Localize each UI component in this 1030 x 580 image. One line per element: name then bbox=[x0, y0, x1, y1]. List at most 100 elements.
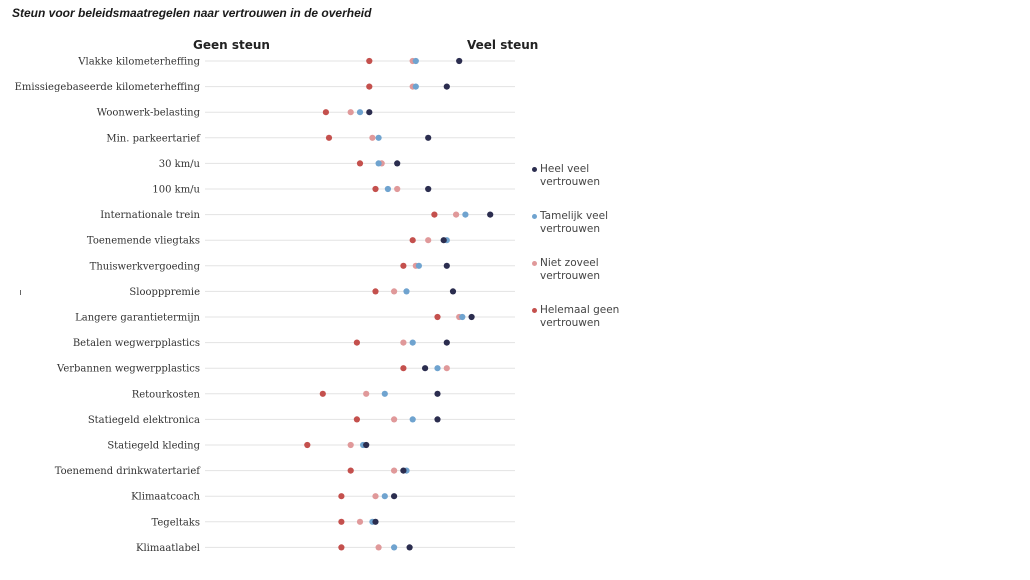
point-niet-zoveel-vertrouwen-betalen-wegwerpplastics bbox=[400, 339, 407, 346]
category-label-betalen-wegwerpplastics: Betalen wegwerpplastics bbox=[73, 338, 200, 349]
point-helemaal-geen-vertrouwen-internationale-trein bbox=[431, 211, 438, 218]
category-label-vlakke-kilometerheffing: Vlakke kilometerheffing bbox=[77, 57, 200, 68]
point-niet-zoveel-vertrouwen-klimaatlabel bbox=[375, 544, 382, 551]
category-label-30-km-u: 30 km/u bbox=[159, 159, 201, 170]
point-niet-zoveel-vertrouwen-klimaatcoach bbox=[372, 493, 379, 500]
point-helemaal-geen-vertrouwen-vlakke-kilometerheffing bbox=[366, 57, 373, 65]
category-label-klimaatcoach: Klimaatcoach bbox=[131, 492, 200, 503]
point-niet-zoveel-vertrouwen-statiegeld-elektronica bbox=[391, 416, 398, 423]
point-heel-veel-vertrouwen-toenemend-drinkwatertarief bbox=[400, 467, 407, 474]
category-label-internationale-trein: Internationale trein bbox=[100, 210, 200, 221]
axis-label-geen-steun: Geen steun bbox=[193, 38, 270, 52]
point-niet-zoveel-vertrouwen-sloopppremie bbox=[391, 288, 398, 295]
point-tamelijk-veel-vertrouwen-internationale-trein bbox=[462, 211, 469, 218]
point-heel-veel-vertrouwen-100-km-u bbox=[425, 185, 432, 193]
point-tamelijk-veel-vertrouwen-vlakke-kilometerheffing bbox=[412, 57, 419, 65]
point-niet-zoveel-vertrouwen-min-parkeertarief bbox=[369, 134, 376, 141]
stray-tick-mark bbox=[20, 290, 21, 295]
point-niet-zoveel-vertrouwen-tegeltaks bbox=[356, 518, 364, 525]
point-niet-zoveel-vertrouwen-100-km-u bbox=[394, 185, 401, 193]
point-heel-veel-vertrouwen-emissiegebaseerde-kilometerheffing bbox=[443, 83, 450, 90]
point-helemaal-geen-vertrouwen-woonwerk-belasting bbox=[322, 109, 329, 116]
legend-label: Niet zoveel vertrouwen bbox=[540, 257, 600, 282]
point-heel-veel-vertrouwen-retourkosten bbox=[434, 390, 441, 397]
point-helemaal-geen-vertrouwen-min-parkeertarief bbox=[325, 134, 333, 141]
point-heel-veel-vertrouwen-internationale-trein bbox=[487, 211, 494, 218]
category-label-100-km-u: 100 km/u bbox=[152, 185, 200, 196]
point-tamelijk-veel-vertrouwen-30-km-u bbox=[375, 160, 382, 167]
point-tamelijk-veel-vertrouwen-langere-garantietermijn bbox=[459, 313, 466, 321]
point-helemaal-geen-vertrouwen-toenemend-drinkwatertarief bbox=[347, 467, 354, 474]
legend-label: Heel veel vertrouwen bbox=[540, 163, 600, 188]
point-heel-veel-vertrouwen-30-km-u bbox=[394, 160, 401, 167]
axis-label-veel-steun: Veel steun bbox=[467, 38, 539, 52]
point-tamelijk-veel-vertrouwen-woonwerk-belasting bbox=[356, 109, 364, 116]
point-heel-veel-vertrouwen-statiegeld-kleding bbox=[363, 441, 370, 449]
point-helemaal-geen-vertrouwen-tegeltaks bbox=[338, 518, 345, 525]
legend: Heel veel vertrouwen Tamelijk veel vertro… bbox=[532, 163, 635, 351]
point-tamelijk-veel-vertrouwen-klimaatlabel bbox=[391, 544, 398, 551]
point-helemaal-geen-vertrouwen-emissiegebaseerde-kilometerheffing bbox=[366, 83, 373, 90]
category-label-klimaatlabel: Klimaatlabel bbox=[136, 543, 200, 554]
point-helemaal-geen-vertrouwen-toenemende-vliegtaks bbox=[409, 237, 416, 244]
category-label-retourkosten: Retourkosten bbox=[132, 389, 201, 400]
category-label-statiegeld-elektronica: Statiegeld elektronica bbox=[88, 415, 200, 426]
point-niet-zoveel-vertrouwen-retourkosten bbox=[363, 390, 370, 397]
point-helemaal-geen-vertrouwen-verbannen-wegwerpplastics bbox=[400, 365, 407, 372]
point-tamelijk-veel-vertrouwen-verbannen-wegwerpplastics bbox=[434, 365, 441, 372]
point-heel-veel-vertrouwen-vlakke-kilometerheffing bbox=[456, 57, 463, 65]
point-heel-veel-vertrouwen-thuiswerkvergoeding bbox=[443, 262, 450, 269]
point-tamelijk-veel-vertrouwen-statiegeld-elektronica bbox=[409, 416, 416, 423]
point-helemaal-geen-vertrouwen-langere-garantietermijn bbox=[434, 313, 441, 321]
point-helemaal-geen-vertrouwen-sloopppremie bbox=[372, 288, 379, 295]
legend-label: Tamelijk veel vertrouwen bbox=[540, 210, 609, 235]
legend-dot-icon bbox=[532, 261, 537, 266]
point-helemaal-geen-vertrouwen-betalen-wegwerpplastics bbox=[353, 339, 360, 346]
point-heel-veel-vertrouwen-min-parkeertarief bbox=[425, 134, 432, 141]
point-heel-veel-vertrouwen-sloopppremie bbox=[449, 288, 457, 295]
point-tamelijk-veel-vertrouwen-min-parkeertarief bbox=[375, 134, 382, 141]
point-tamelijk-veel-vertrouwen-betalen-wegwerpplastics bbox=[409, 339, 416, 346]
point-helemaal-geen-vertrouwen-klimaatcoach bbox=[338, 493, 345, 500]
point-helemaal-geen-vertrouwen-statiegeld-elektronica bbox=[353, 416, 360, 423]
point-helemaal-geen-vertrouwen-klimaatlabel bbox=[338, 544, 345, 551]
point-heel-veel-vertrouwen-verbannen-wegwerpplastics bbox=[422, 365, 429, 372]
point-heel-veel-vertrouwen-langere-garantietermijn bbox=[468, 313, 475, 321]
category-label-toenemende-vliegtaks: Toenemende vliegtaks bbox=[87, 236, 200, 247]
point-niet-zoveel-vertrouwen-internationale-trein bbox=[453, 211, 460, 218]
point-tamelijk-veel-vertrouwen-thuiswerkvergoeding bbox=[415, 262, 422, 269]
category-label-langere-garantietermijn: Langere garantietermijn bbox=[75, 313, 200, 324]
point-helemaal-geen-vertrouwen-retourkosten bbox=[319, 390, 326, 397]
legend-dot-icon bbox=[532, 167, 537, 172]
category-label-statiegeld-kleding: Statiegeld kleding bbox=[107, 441, 200, 452]
point-heel-veel-vertrouwen-betalen-wegwerpplastics bbox=[443, 339, 450, 346]
point-helemaal-geen-vertrouwen-statiegeld-kleding bbox=[304, 441, 311, 449]
point-heel-veel-vertrouwen-klimaatlabel bbox=[406, 544, 413, 551]
point-tamelijk-veel-vertrouwen-100-km-u bbox=[384, 185, 391, 193]
point-helemaal-geen-vertrouwen-thuiswerkvergoeding bbox=[400, 262, 407, 269]
point-tamelijk-veel-vertrouwen-retourkosten bbox=[381, 390, 388, 397]
point-niet-zoveel-vertrouwen-woonwerk-belasting bbox=[347, 109, 354, 116]
point-heel-veel-vertrouwen-woonwerk-belasting bbox=[366, 109, 373, 116]
point-helemaal-geen-vertrouwen-100-km-u bbox=[372, 185, 379, 193]
legend-dot-icon bbox=[532, 214, 537, 219]
category-label-tegeltaks: Tegeltaks bbox=[151, 517, 200, 528]
point-heel-veel-vertrouwen-tegeltaks bbox=[372, 518, 379, 525]
category-label-toenemend-drinkwatertarief: Toenemend drinkwatertarief bbox=[55, 466, 202, 477]
category-label-thuiswerkvergoeding: Thuiswerkvergoeding bbox=[90, 261, 201, 272]
point-heel-veel-vertrouwen-klimaatcoach bbox=[391, 493, 398, 500]
point-tamelijk-veel-vertrouwen-klimaatcoach bbox=[381, 493, 388, 500]
legend-label: Helemaal geen vertrouwen bbox=[540, 304, 620, 329]
chart-title: Steun voor beleidsmaatregelen naar vertr… bbox=[12, 6, 372, 20]
point-niet-zoveel-vertrouwen-verbannen-wegwerpplastics bbox=[443, 365, 450, 372]
category-label-sloopppremie: Sloopppremie bbox=[129, 287, 200, 298]
legend-dot-icon bbox=[532, 308, 537, 313]
legend-item-niet-zoveel-vertrouwen: Niet zoveel vertrouwen bbox=[532, 257, 635, 283]
category-label-min-parkeertarief: Min. parkeertarief bbox=[106, 133, 201, 144]
category-label-woonwerk-belasting: Woonwerk-belasting bbox=[97, 108, 201, 119]
legend-item-helemaal-geen-vertrouwen: Helemaal geen vertrouwen bbox=[532, 304, 635, 330]
legend-item-heel-veel-vertrouwen: Heel veel vertrouwen bbox=[532, 163, 635, 189]
point-helemaal-geen-vertrouwen-30-km-u bbox=[356, 160, 364, 167]
point-heel-veel-vertrouwen-toenemende-vliegtaks bbox=[440, 237, 447, 244]
